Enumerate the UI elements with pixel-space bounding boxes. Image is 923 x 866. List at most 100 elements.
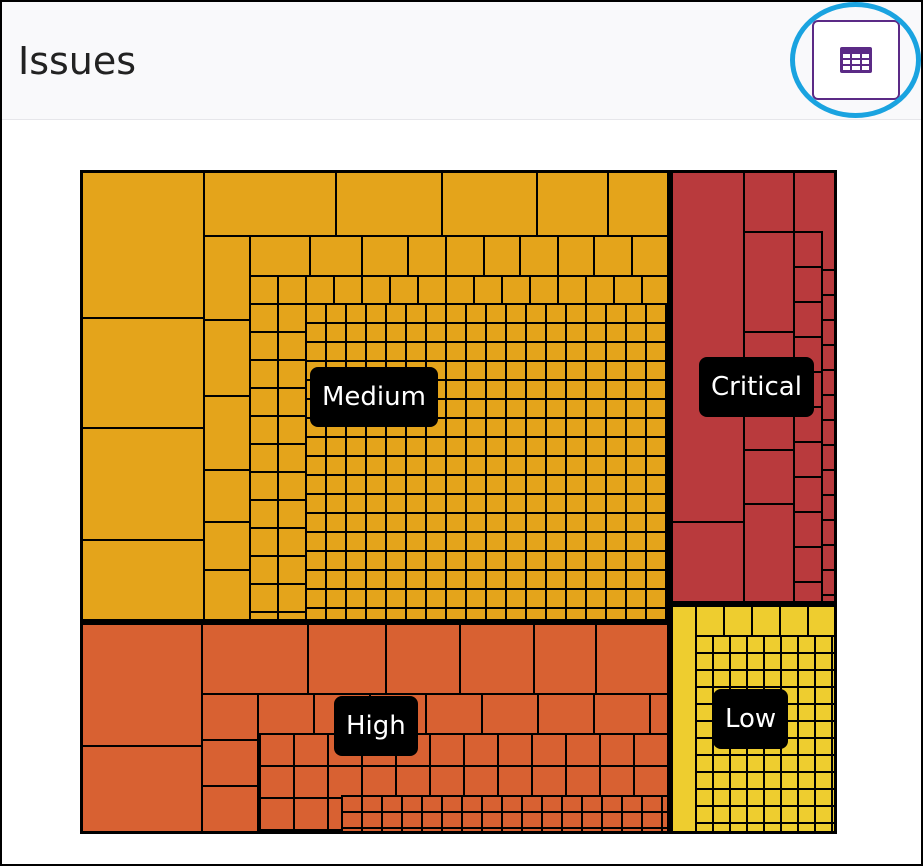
cell <box>780 805 799 824</box>
cell <box>585 341 607 362</box>
cell <box>695 686 714 705</box>
cell <box>505 455 527 476</box>
cell <box>385 569 407 590</box>
cell <box>445 531 467 552</box>
cell <box>821 519 836 546</box>
cell <box>793 231 823 268</box>
cell <box>621 795 643 813</box>
cell <box>385 455 407 476</box>
cell <box>545 360 567 381</box>
cell <box>497 733 533 767</box>
cell <box>695 754 714 773</box>
cell <box>401 827 423 833</box>
cell <box>565 474 587 495</box>
cell <box>565 398 587 419</box>
cell <box>531 765 567 799</box>
cell <box>345 569 367 590</box>
cell <box>661 827 669 833</box>
cell <box>545 379 567 400</box>
cell <box>459 623 535 695</box>
cell <box>505 569 527 590</box>
cell <box>641 795 663 813</box>
cell <box>501 827 523 833</box>
cell <box>831 669 836 688</box>
cell <box>585 588 607 609</box>
cell <box>405 474 427 495</box>
cell <box>743 171 795 233</box>
cell <box>305 436 327 457</box>
cell <box>541 827 563 833</box>
cell <box>831 652 836 671</box>
cell <box>780 652 799 671</box>
cell <box>327 765 363 799</box>
cell <box>814 771 833 790</box>
table-view-button[interactable] <box>812 20 900 100</box>
cell <box>425 303 447 324</box>
cell <box>585 360 607 381</box>
cell <box>465 436 487 457</box>
cell <box>445 275 475 305</box>
cell <box>249 583 279 613</box>
cell <box>797 686 816 705</box>
cell <box>746 652 765 671</box>
cell <box>405 493 427 514</box>
cell <box>821 419 836 446</box>
cell <box>81 317 205 429</box>
cell <box>601 811 623 829</box>
cell <box>505 607 527 621</box>
cell <box>249 443 279 473</box>
cell <box>325 474 347 495</box>
cell <box>485 569 507 590</box>
cell <box>201 623 309 695</box>
cell <box>325 493 347 514</box>
cell <box>541 795 563 813</box>
cell <box>746 788 765 807</box>
cell <box>780 635 799 654</box>
cell <box>345 550 367 571</box>
cell <box>565 765 601 799</box>
cell <box>277 583 307 613</box>
cell <box>259 733 295 767</box>
cell <box>561 827 583 833</box>
cell <box>259 829 295 833</box>
cell <box>405 303 427 324</box>
cell <box>814 737 833 756</box>
cell <box>203 235 251 321</box>
cell <box>385 531 407 552</box>
cell <box>425 436 447 457</box>
cell <box>249 611 279 621</box>
cell <box>585 531 607 552</box>
cell <box>763 669 782 688</box>
cell <box>525 303 547 324</box>
cell <box>445 322 467 343</box>
cell <box>625 474 647 495</box>
cell <box>621 811 643 829</box>
cell <box>81 427 205 541</box>
cell <box>581 811 603 829</box>
cell <box>605 569 627 590</box>
cell <box>525 588 547 609</box>
cell <box>763 652 782 671</box>
cell <box>605 436 627 457</box>
cell <box>445 303 467 324</box>
cell <box>831 703 836 722</box>
cell <box>445 360 467 381</box>
cell <box>645 455 667 476</box>
cell <box>259 797 295 831</box>
cell <box>645 512 667 533</box>
cell <box>345 474 367 495</box>
cell <box>671 605 697 833</box>
cell <box>645 341 667 362</box>
cell <box>605 341 627 362</box>
cell <box>405 531 427 552</box>
cell <box>525 341 547 362</box>
cell <box>417 275 447 305</box>
cell <box>695 822 714 833</box>
cell <box>763 788 782 807</box>
cell <box>345 493 367 514</box>
cell <box>505 322 527 343</box>
cell <box>545 588 567 609</box>
cell <box>712 669 731 688</box>
cell <box>821 569 836 596</box>
cell <box>461 795 483 813</box>
